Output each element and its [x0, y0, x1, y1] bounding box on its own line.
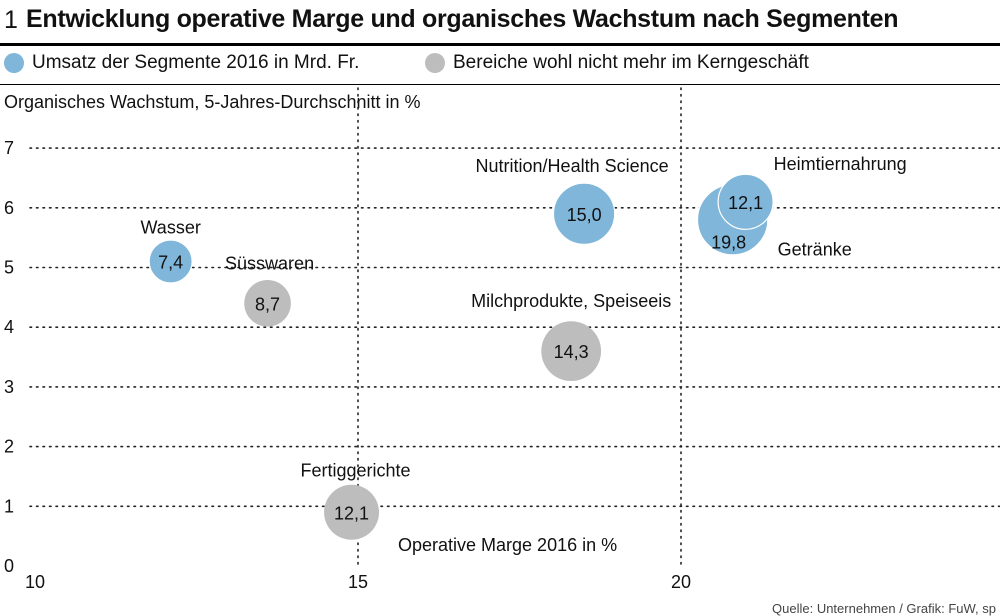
legend-rule	[0, 84, 1000, 85]
bubble-label-getränke: Getränke	[778, 240, 852, 260]
bubble-milchprodukte-speiseeis	[541, 321, 602, 381]
x-tick-label-10: 10	[25, 572, 45, 592]
header-rule	[0, 43, 1000, 46]
bubble-label-heimtiernahrung: Heimtiernahrung	[774, 154, 907, 174]
bubble-label-wasser: Wasser	[140, 218, 200, 238]
bubble-nutrition-health-science	[552, 182, 616, 245]
x-tick-label-15: 15	[348, 572, 368, 592]
figure-number: 1	[4, 6, 18, 34]
y-tick-label-4: 4	[4, 317, 14, 337]
bubble-value-milchprodukte-speiseeis: 14,3	[554, 342, 589, 362]
legend-swatch-gray-icon	[425, 53, 445, 73]
bubble-value-fertiggerichte: 12,1	[334, 503, 369, 523]
bubble-value-nutrition-health-science: 15,0	[567, 205, 602, 225]
bubble-label-süsswaren: Süsswaren	[225, 253, 314, 273]
legend-label-umsatz: Umsatz der Segmente 2016 in Mrd. Fr.	[32, 52, 360, 73]
bubble-süsswaren	[244, 280, 291, 327]
bubble-fertiggerichte	[324, 484, 380, 540]
legend-swatch-blue-icon	[4, 53, 24, 73]
y-tick-label-3: 3	[4, 377, 14, 397]
bubble-value-wasser: 7,4	[158, 253, 183, 273]
legend-item-umsatz: Umsatz der Segmente 2016 in Mrd. Fr.	[4, 52, 359, 74]
chart-header: 1 Entwicklung operative Marge und organi…	[0, 0, 1000, 46]
y-tick-label-1: 1	[4, 496, 14, 516]
bubble-label-milchprodukte-speiseeis: Milchprodukte, Speiseeis	[471, 291, 671, 311]
y-tick-labels: 0 1 2 3 4 5 6 7	[4, 138, 14, 576]
x-tick-labels: 10 15 20	[25, 572, 691, 592]
y-axis-label: Organisches Wachstum, 5-Jahres-Durchschn…	[4, 92, 421, 112]
bubble-heimtiernahrung	[717, 173, 774, 230]
x-tick-label-20: 20	[671, 572, 691, 592]
y-tick-label-2: 2	[4, 437, 14, 457]
bubble-value-getränke: 19,8	[711, 233, 746, 253]
y-tick-label-7: 7	[4, 138, 14, 158]
chart-title: Entwicklung operative Marge und organisc…	[26, 5, 899, 33]
bubbles: 19,8 Getränke 15,0 Nutrition/Health Science…	[140, 154, 907, 540]
bubble-value-süsswaren: 8,7	[255, 294, 280, 314]
y-tick-label-0: 0	[4, 556, 14, 576]
bubble-label-fertiggerichte: Fertiggerichte	[301, 460, 411, 480]
y-tick-label-6: 6	[4, 198, 14, 218]
source-note: Quelle: Unternehmen / Grafik: FuW, sp	[772, 601, 996, 616]
bubble-value-heimtiernahrung: 12,1	[728, 193, 763, 213]
x-axis-label: Operative Marge 2016 in %	[398, 535, 617, 555]
bubble-wasser	[148, 239, 193, 284]
bubble-label-nutrition-health-science: Nutrition/Health Science	[476, 156, 669, 176]
legend-item-nicht-kern: Bereiche wohl nicht mehr im Kerngeschäft	[425, 52, 809, 74]
legend-label-nicht-kern: Bereiche wohl nicht mehr im Kerngeschäft	[453, 52, 809, 73]
y-tick-label-5: 5	[4, 258, 14, 278]
